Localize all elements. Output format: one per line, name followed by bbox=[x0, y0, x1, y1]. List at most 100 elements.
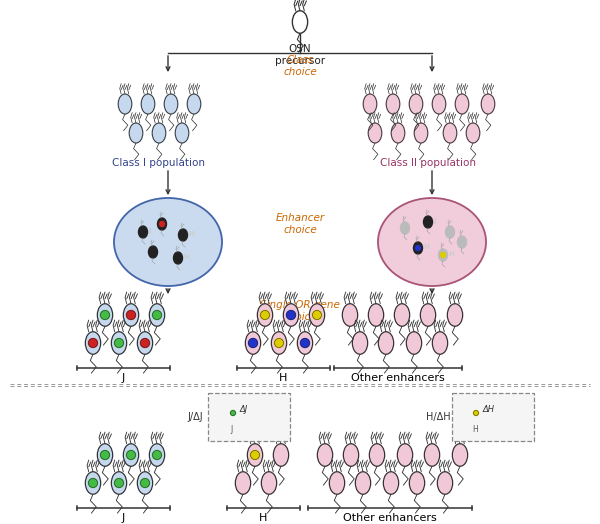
Text: H: H bbox=[423, 244, 429, 250]
Ellipse shape bbox=[283, 304, 299, 326]
Text: Other enhancers: Other enhancers bbox=[351, 373, 445, 383]
Ellipse shape bbox=[97, 304, 113, 326]
Circle shape bbox=[89, 478, 97, 487]
Ellipse shape bbox=[229, 407, 237, 419]
Circle shape bbox=[313, 311, 322, 320]
Text: H: H bbox=[279, 373, 287, 383]
Ellipse shape bbox=[137, 332, 152, 354]
Circle shape bbox=[115, 339, 124, 347]
Ellipse shape bbox=[481, 94, 495, 114]
Text: J: J bbox=[154, 232, 156, 236]
Circle shape bbox=[127, 451, 136, 460]
Ellipse shape bbox=[455, 94, 469, 114]
Ellipse shape bbox=[343, 444, 359, 466]
Ellipse shape bbox=[352, 332, 368, 354]
Ellipse shape bbox=[424, 216, 433, 228]
Circle shape bbox=[152, 311, 161, 320]
Ellipse shape bbox=[164, 94, 178, 114]
Ellipse shape bbox=[370, 444, 385, 466]
Text: Class
choice: Class choice bbox=[283, 55, 317, 77]
Circle shape bbox=[101, 451, 110, 460]
Ellipse shape bbox=[139, 226, 148, 238]
Ellipse shape bbox=[179, 229, 187, 241]
Ellipse shape bbox=[368, 304, 383, 326]
Ellipse shape bbox=[235, 472, 251, 494]
Ellipse shape bbox=[112, 332, 127, 354]
Ellipse shape bbox=[85, 472, 101, 494]
Circle shape bbox=[152, 451, 161, 460]
Ellipse shape bbox=[409, 94, 423, 114]
Ellipse shape bbox=[149, 304, 164, 326]
Text: J: J bbox=[162, 249, 164, 255]
Ellipse shape bbox=[424, 444, 440, 466]
Ellipse shape bbox=[118, 94, 132, 114]
Text: ΔH: ΔH bbox=[483, 406, 495, 414]
Ellipse shape bbox=[432, 94, 446, 114]
Ellipse shape bbox=[414, 123, 428, 143]
FancyBboxPatch shape bbox=[208, 393, 290, 441]
Ellipse shape bbox=[257, 304, 272, 326]
Circle shape bbox=[230, 410, 235, 416]
Circle shape bbox=[140, 339, 149, 347]
FancyBboxPatch shape bbox=[452, 393, 534, 441]
Text: OSN
precursor: OSN precursor bbox=[275, 44, 325, 67]
Ellipse shape bbox=[292, 11, 308, 33]
Ellipse shape bbox=[124, 304, 139, 326]
Ellipse shape bbox=[397, 444, 413, 466]
Text: H: H bbox=[448, 251, 454, 257]
Circle shape bbox=[473, 410, 479, 416]
Ellipse shape bbox=[124, 444, 139, 466]
Text: J: J bbox=[148, 228, 151, 234]
Ellipse shape bbox=[97, 444, 113, 466]
Ellipse shape bbox=[443, 123, 457, 143]
Ellipse shape bbox=[383, 472, 398, 494]
Circle shape bbox=[260, 311, 269, 320]
Text: H: H bbox=[183, 254, 189, 260]
Ellipse shape bbox=[245, 332, 260, 354]
Circle shape bbox=[287, 311, 296, 320]
Ellipse shape bbox=[409, 472, 425, 494]
Ellipse shape bbox=[112, 472, 127, 494]
Text: Class I population: Class I population bbox=[113, 158, 205, 168]
Text: H: H bbox=[472, 425, 478, 434]
Ellipse shape bbox=[421, 304, 436, 326]
Ellipse shape bbox=[247, 444, 263, 466]
Ellipse shape bbox=[137, 472, 152, 494]
Ellipse shape bbox=[85, 332, 101, 354]
Ellipse shape bbox=[149, 444, 164, 466]
Text: J: J bbox=[121, 373, 125, 383]
Ellipse shape bbox=[379, 332, 394, 354]
Ellipse shape bbox=[437, 472, 452, 494]
Circle shape bbox=[140, 478, 149, 487]
Ellipse shape bbox=[149, 246, 157, 258]
Ellipse shape bbox=[363, 94, 377, 114]
Text: ΔJ: ΔJ bbox=[240, 406, 248, 414]
Ellipse shape bbox=[152, 123, 166, 143]
Ellipse shape bbox=[141, 94, 155, 114]
Circle shape bbox=[440, 253, 445, 257]
Ellipse shape bbox=[329, 472, 344, 494]
Ellipse shape bbox=[129, 123, 143, 143]
Ellipse shape bbox=[310, 304, 325, 326]
Ellipse shape bbox=[271, 332, 287, 354]
Ellipse shape bbox=[173, 252, 182, 264]
Ellipse shape bbox=[175, 123, 189, 143]
Ellipse shape bbox=[274, 444, 289, 466]
Circle shape bbox=[115, 478, 124, 487]
Circle shape bbox=[89, 339, 97, 347]
Ellipse shape bbox=[298, 332, 313, 354]
Ellipse shape bbox=[343, 304, 358, 326]
Circle shape bbox=[415, 246, 421, 250]
Ellipse shape bbox=[394, 304, 410, 326]
Circle shape bbox=[251, 451, 260, 460]
Circle shape bbox=[160, 222, 164, 226]
Circle shape bbox=[127, 311, 136, 320]
Ellipse shape bbox=[378, 198, 486, 286]
Circle shape bbox=[248, 339, 257, 347]
Text: J: J bbox=[121, 513, 125, 523]
Ellipse shape bbox=[401, 222, 409, 234]
Ellipse shape bbox=[114, 198, 222, 286]
Text: J: J bbox=[231, 425, 233, 434]
Ellipse shape bbox=[458, 236, 467, 248]
Ellipse shape bbox=[368, 123, 382, 143]
